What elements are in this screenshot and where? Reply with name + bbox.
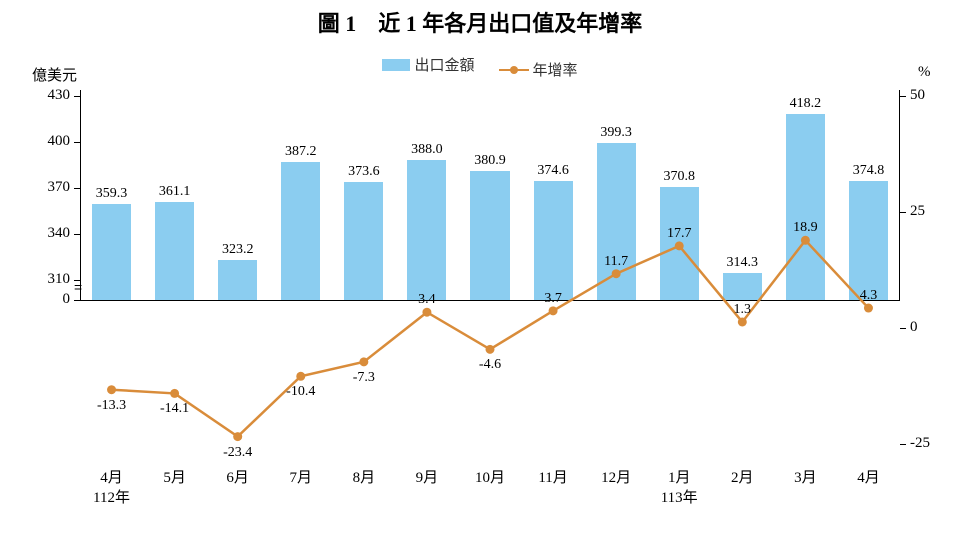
line-value-label: 3.7 <box>529 291 577 307</box>
ytick-left: 400 <box>48 133 71 150</box>
line-value-label: 3.4 <box>403 292 451 308</box>
line-value-label: -13.3 <box>88 398 136 414</box>
chart-title: 圖 1 近 1 年各月出口值及年增率 <box>0 6 960 38</box>
ytick-left: 0 <box>63 291 71 308</box>
line-value-label: -4.6 <box>466 357 514 373</box>
x-tick-label: 8月 <box>342 466 386 487</box>
x-year-label: 112年 <box>84 486 140 507</box>
plot-area: 0310340370400430=-2502550億美元%359.34月361.… <box>80 90 900 460</box>
legend-line-swatch <box>499 69 529 71</box>
ytick-left: 340 <box>48 225 71 242</box>
x-tick-label: 1月 <box>657 466 701 487</box>
legend-bar-label: 出口金額 <box>414 54 474 75</box>
x-tick-label: 7月 <box>279 466 323 487</box>
legend-bar: 出口金額 <box>382 54 474 75</box>
line-value-label: 4.3 <box>844 288 892 304</box>
x-tick-label: 10月 <box>468 466 512 487</box>
line-series <box>80 90 900 460</box>
x-tick-label: 5月 <box>153 466 197 487</box>
x-tick-label: 12月 <box>594 466 638 487</box>
line-value-label: -23.4 <box>214 445 262 461</box>
line-value-label: -10.4 <box>277 384 325 400</box>
x-tick-label: 4月 <box>846 466 890 487</box>
ytick-left: 430 <box>48 87 71 104</box>
x-year-label: 113年 <box>651 486 707 507</box>
ytick-right: 50 <box>910 87 925 104</box>
legend: 出口金額 年增率 <box>0 54 960 80</box>
ytick-right: 25 <box>910 203 925 220</box>
x-tick-label: 2月 <box>720 466 764 487</box>
x-tick-label: 11月 <box>531 466 575 487</box>
x-tick-label: 9月 <box>405 466 449 487</box>
y-axis-right-title: % <box>918 64 931 81</box>
ytick-right: 0 <box>910 319 918 336</box>
legend-bar-swatch <box>382 59 410 71</box>
legend-line-label: 年增率 <box>533 59 578 80</box>
line-value-label: 17.7 <box>655 226 703 242</box>
x-tick-label: 6月 <box>216 466 260 487</box>
ytick-right: -25 <box>910 435 930 452</box>
x-tick-label: 3月 <box>783 466 827 487</box>
ytick-left: 310 <box>48 271 71 288</box>
ytick-left: 370 <box>48 179 71 196</box>
line-value-label: 18.9 <box>781 220 829 236</box>
x-tick-label: 4月 <box>90 466 134 487</box>
line-value-label: 1.3 <box>718 302 766 318</box>
line-value-label: -7.3 <box>340 370 388 386</box>
chart-container: { "title": { "text": "圖 1 近 1 年各月出口值及年增率… <box>0 0 960 560</box>
line-value-label: 11.7 <box>592 254 640 270</box>
line-value-label: -14.1 <box>151 401 199 417</box>
legend-line: 年增率 <box>499 59 578 80</box>
y-axis-left-title: 億美元 <box>32 64 77 85</box>
